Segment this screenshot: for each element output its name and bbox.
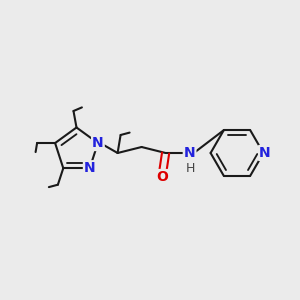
Text: H: H	[186, 161, 195, 175]
Text: N: N	[84, 161, 95, 175]
Text: O: O	[156, 170, 168, 184]
Text: N: N	[259, 146, 271, 160]
Text: N: N	[184, 146, 195, 160]
Text: N: N	[92, 136, 104, 150]
